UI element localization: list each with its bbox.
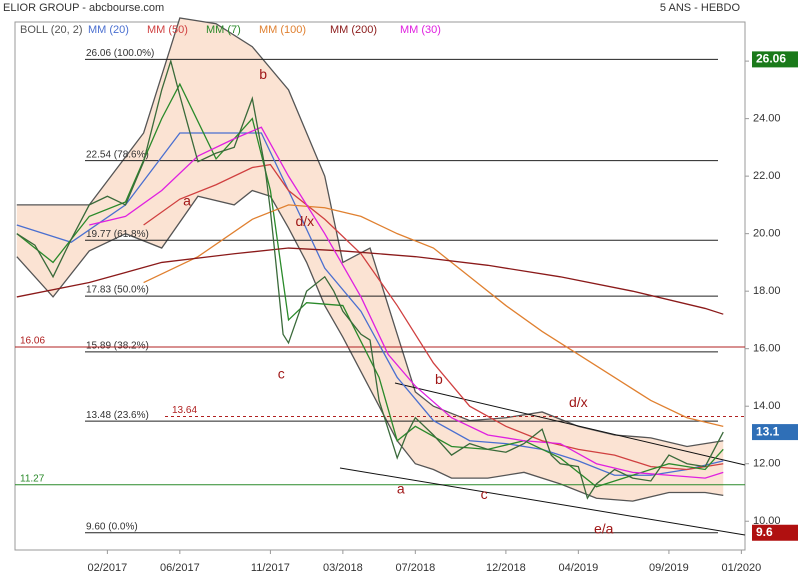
wave-label: a [397, 480, 405, 496]
y-tick-label: 16.00 [753, 343, 781, 355]
wave-label: d/x [569, 394, 588, 410]
fib-label: 19.77 (61.8%) [86, 229, 149, 240]
fib-label: 9.60 (0.0%) [86, 521, 138, 532]
trendline [394, 382, 746, 466]
wave-label: c [278, 365, 285, 381]
y-tick-label: 10.00 [753, 515, 781, 527]
y-tick-label: 12.00 [753, 458, 781, 470]
moving-average [89, 126, 724, 479]
legend-entry: MM (7) [206, 24, 241, 36]
x-tick-label: 02/2017 [87, 562, 127, 574]
legend-entry: MM (200) [330, 24, 377, 36]
x-tick-label: 03/2018 [323, 562, 363, 574]
x-tick-label: 12/2018 [486, 562, 526, 574]
fib-label: 13.48 (23.6%) [86, 410, 149, 421]
legend-entry: MM (50) [147, 24, 188, 36]
x-tick-label: 01/2020 [721, 562, 761, 574]
bollinger-fill [16, 17, 724, 502]
moving-average [143, 163, 724, 471]
price-badge [752, 424, 798, 441]
fib-label: 17.83 (50.0%) [86, 285, 149, 296]
y-tick-label: 20.00 [753, 228, 781, 240]
wave-label: b [259, 66, 267, 82]
wave-label: a [183, 193, 191, 209]
price-badge-label: 13.1 [756, 424, 780, 438]
fib-label: 15.89 (38.2%) [86, 340, 149, 351]
x-tick-label: 07/2018 [395, 562, 435, 574]
chart-subtitle: 5 ANS - HEBDO [660, 2, 741, 14]
price-badge-label: 26.06 [756, 52, 786, 66]
price-badge [752, 524, 798, 541]
fib-label: 22.54 (78.6%) [86, 149, 149, 160]
y-tick-label: 18.00 [753, 285, 781, 297]
y-tick-label: 22.00 [753, 170, 781, 182]
moving-average [16, 247, 724, 315]
wave-label: b [435, 371, 443, 387]
legend-entry: MM (100) [259, 24, 306, 36]
moving-average [16, 82, 724, 488]
wave-label: e/a [594, 521, 614, 537]
price-line [16, 58, 724, 500]
legend-entry: BOLL (20, 2) [20, 24, 83, 36]
trendline [339, 467, 746, 536]
price-badge [752, 51, 798, 68]
y-tick-label: 24.00 [753, 113, 781, 125]
marker-label: 11.27 [20, 473, 45, 484]
x-tick-label: 11/2017 [251, 562, 290, 574]
legend-entry: MM (30) [400, 24, 441, 36]
y-tick-label: 14.00 [753, 400, 781, 412]
moving-average [16, 132, 724, 476]
price-badge-label: 9.6 [756, 525, 773, 539]
wave-label: d/x [295, 213, 314, 229]
fib-label: 26.06 (100.0%) [86, 48, 154, 59]
wave-label: c [481, 486, 488, 502]
x-tick-label: 04/2019 [558, 562, 598, 574]
x-tick-label: 09/2019 [649, 562, 689, 574]
marker-label: 13.64 [172, 405, 197, 416]
x-tick-label: 06/2017 [160, 562, 200, 574]
legend-entry: MM (20) [88, 24, 129, 36]
bollinger-lower [16, 189, 724, 502]
chart-title: ELIOR GROUP - abcbourse.com [3, 2, 164, 14]
marker-label: 16.06 [20, 336, 45, 347]
